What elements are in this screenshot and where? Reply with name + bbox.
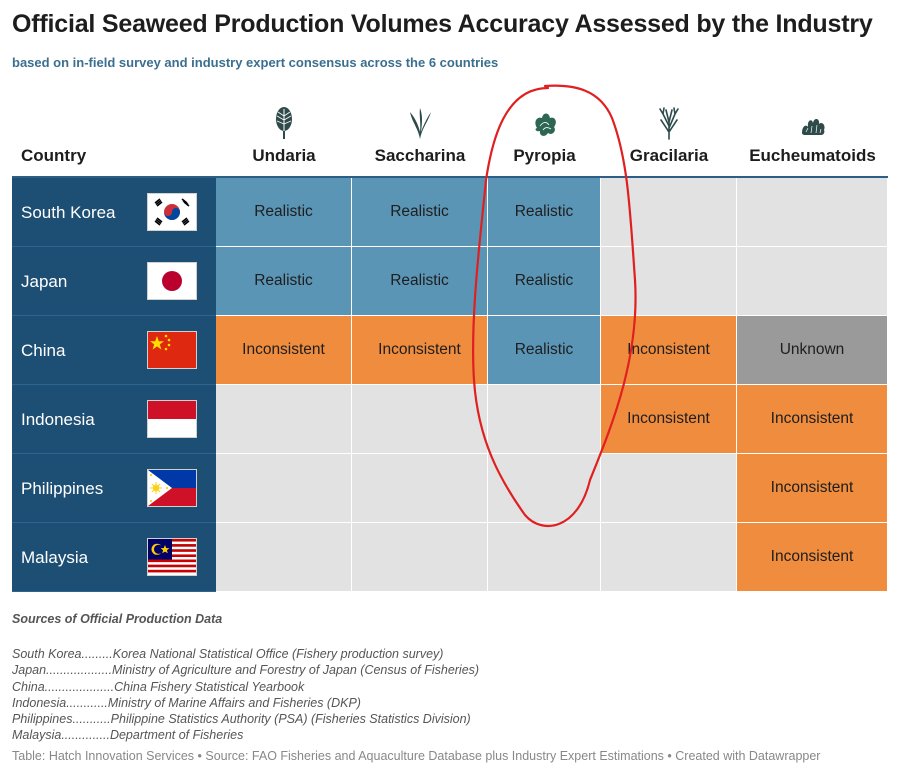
sources-list: South Korea.........Korea National Stati…: [12, 646, 479, 744]
value-cell: Realistic: [216, 178, 352, 247]
table-row: South Korea Realistic Realistic Realistic: [12, 178, 888, 247]
value-cell: Inconsistent: [737, 385, 888, 454]
table-row: Philippines Inconsistent: [12, 454, 888, 523]
branching-seaweed-icon: [659, 107, 679, 140]
country-name: Malaysia: [21, 547, 89, 567]
header-label: Eucheumatoids: [749, 146, 876, 165]
value-cell: [737, 178, 888, 247]
chart-title: Official Seaweed Production Volumes Accu…: [12, 10, 873, 38]
flag-south-korea-icon: [148, 194, 196, 230]
value-cell: [737, 247, 888, 316]
value-cell: [352, 523, 488, 592]
table-header: Country Undaria Saccharina Pyropia Gracilar…: [12, 100, 888, 178]
value-cell: Inconsistent: [737, 523, 888, 592]
flag-japan-icon: [148, 263, 196, 299]
value-cell: Realistic: [488, 316, 601, 385]
table-body: South Korea Realistic Realistic Realistic Ja…: [12, 178, 888, 592]
country-cell: Indonesia: [12, 385, 216, 454]
source-line: Philippines...........Philippine Statist…: [12, 712, 471, 727]
source-line: South Korea.........Korea National Stati…: [12, 647, 444, 661]
header-label: Pyropia: [513, 146, 576, 165]
country-name: China: [21, 340, 66, 360]
header-saccharina: Saccharina: [352, 100, 488, 176]
table-row: Malaysia Inconsistent: [12, 523, 888, 592]
value-cell: Inconsistent: [216, 316, 352, 385]
header-country: Country: [12, 100, 216, 176]
value-cell: Inconsistent: [737, 454, 888, 523]
value-cell: [488, 385, 601, 454]
country-name: Indonesia: [21, 409, 95, 429]
country-cell: Malaysia: [12, 523, 216, 592]
header-label: Undaria: [252, 146, 316, 165]
kelp-fronds-icon: [410, 108, 431, 139]
flag-philippines-icon: [148, 470, 196, 506]
value-cell: [488, 523, 601, 592]
value-cell: Unknown: [737, 316, 888, 385]
source-line: Indonesia............Ministry of Marine …: [12, 695, 361, 710]
country-name: Japan: [21, 271, 68, 291]
value-cell: [352, 454, 488, 523]
country-cell: China: [12, 316, 216, 385]
header-country-label: Country: [21, 146, 87, 165]
country-cell: South Korea: [12, 178, 216, 247]
footer-credit: Table: Hatch Innovation Services • Sourc…: [12, 749, 821, 763]
flag-china-icon: [148, 332, 196, 368]
nori-icon: [534, 113, 556, 136]
value-cell: Inconsistent: [601, 385, 737, 454]
value-cell: [601, 454, 737, 523]
source-line: China....................China Fishery S…: [12, 679, 305, 694]
value-cell: [216, 523, 352, 592]
table-row: China Inconsistent Inconsistent Realistic In…: [12, 316, 888, 385]
header-label: Saccharina: [374, 146, 466, 165]
sources-title: Sources of Official Production Data: [12, 612, 223, 626]
source-line: Japan...................Ministry of Agri…: [12, 663, 480, 678]
kelp-leaf-icon: [276, 107, 292, 139]
country-name: South Korea: [21, 202, 116, 222]
header-gracilaria: Gracilaria: [601, 100, 737, 176]
table-row: Japan Realistic Realistic Realistic: [12, 247, 888, 316]
value-cell: [601, 523, 737, 592]
value-cell: [352, 385, 488, 454]
flag-indonesia-icon: [148, 401, 196, 437]
value-cell: [601, 178, 737, 247]
country-name: Philippines: [21, 478, 104, 498]
country-cell: Philippines: [12, 454, 216, 523]
header-label: Gracilaria: [629, 146, 709, 165]
coral-seaweed-icon: [801, 118, 825, 135]
value-cell: Inconsistent: [352, 316, 488, 385]
value-cell: [216, 454, 352, 523]
value-cell: Realistic: [352, 178, 488, 247]
header-undaria: Undaria: [216, 100, 352, 176]
flag-malaysia-icon: [148, 539, 196, 575]
accuracy-table: Country Undaria Saccharina Pyropia Gracilar…: [12, 100, 888, 592]
value-cell: [601, 247, 737, 316]
value-cell: Realistic: [352, 247, 488, 316]
value-cell: [216, 385, 352, 454]
value-cell: Realistic: [216, 247, 352, 316]
country-cell: Japan: [12, 247, 216, 316]
source-line: Malaysia..............Department of Fish…: [12, 728, 244, 743]
chart-subtitle: based on in-field survey and industry ex…: [12, 55, 499, 70]
value-cell: Realistic: [488, 247, 601, 316]
value-cell: Realistic: [488, 178, 601, 247]
header-eucheumatoids: Eucheumatoids: [737, 100, 888, 176]
header-pyropia: Pyropia: [488, 100, 601, 176]
value-cell: Inconsistent: [601, 316, 737, 385]
value-cell: [488, 454, 601, 523]
table-row: Indonesia Inconsistent Inconsistent: [12, 385, 888, 454]
